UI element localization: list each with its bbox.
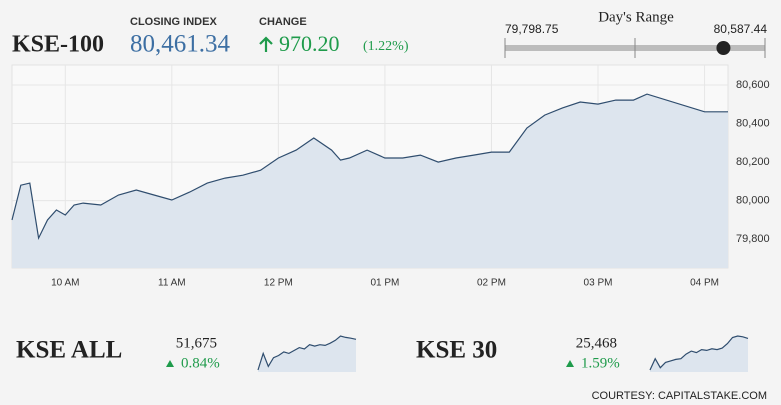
footer: COURTESY: CAPITALSTAKE.COM: [592, 390, 767, 402]
x-tick-label: 12 PM: [264, 278, 293, 289]
up-arrow: [259, 36, 273, 52]
sparkline-change: 1.59%: [581, 355, 620, 371]
sparkline-title: KSE ALL: [16, 337, 122, 364]
change-percent: (1.22%): [363, 39, 409, 54]
area: [12, 94, 728, 268]
range-low: 79,798.75: [505, 22, 559, 36]
sparkline-value: 51,675: [176, 335, 217, 351]
y-tick-label: 80,000: [736, 194, 770, 206]
range-title: Day's Range: [598, 9, 674, 25]
range-marker: [716, 41, 731, 55]
y-tick-label: 80,400: [736, 117, 770, 129]
sparkline-title: KSE 30: [416, 337, 497, 364]
sparkline-area: [258, 336, 356, 372]
sparkline-value: 25,468: [576, 335, 617, 351]
x-tick-label: 01 PM: [370, 278, 399, 289]
line: [11, 93, 728, 241]
sparkline-change: 0.84%: [181, 355, 220, 371]
closing-label: CLOSING INDEX: [130, 16, 217, 28]
index-name: KSE-100: [12, 32, 104, 58]
closing-value: 80,461.34: [130, 31, 231, 58]
x-tick-label: 03 PM: [584, 278, 613, 289]
change-label: CHANGE: [259, 16, 307, 28]
sparkline-area: [650, 336, 748, 372]
x-tick-label: 04 PM: [690, 278, 719, 289]
change-value: 970.20: [279, 31, 340, 56]
range-high: 80,587.44: [714, 22, 768, 36]
y-tick-label: 79,800: [736, 233, 770, 245]
x-tick-label: 02 PM: [477, 278, 506, 289]
sparkline-line: [649, 335, 749, 371]
y-tick-label: 80,600: [736, 79, 770, 91]
x-tick-label: 11 AM: [158, 278, 186, 289]
up-triangle: [166, 360, 174, 367]
sparkline-line: [257, 335, 357, 371]
x-tick-label: 10 AM: [51, 278, 79, 289]
up-triangle: [566, 360, 574, 367]
y-tick-label: 80,200: [736, 156, 770, 168]
